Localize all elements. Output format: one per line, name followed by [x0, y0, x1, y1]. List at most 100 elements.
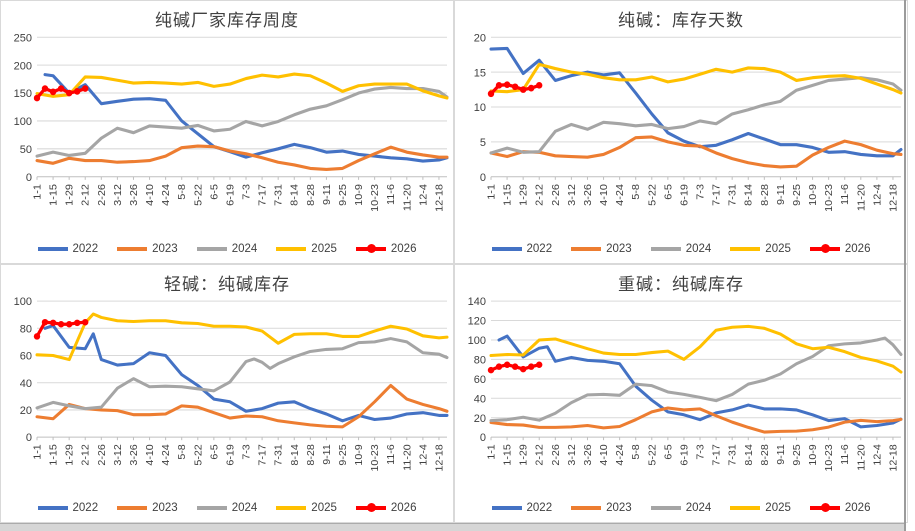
legend-item-2023: 2023 — [117, 502, 178, 514]
legend-marker-dot — [820, 503, 830, 512]
legend-label: 2023 — [152, 502, 178, 514]
legend-label: 2022 — [72, 502, 99, 514]
legend-label: 2025 — [765, 243, 791, 255]
series-line-2025 — [489, 62, 903, 95]
y-tick-label: 140 — [468, 296, 486, 308]
series-marker-2026 — [33, 333, 41, 340]
x-tick-label: 12-18 — [888, 444, 900, 471]
y-tick-label: 150 — [14, 88, 32, 100]
y-tick-label: 20 — [20, 405, 32, 417]
x-tick-label: 6-19 — [225, 444, 237, 465]
legend-label: 2022 — [526, 243, 553, 255]
legend-swatch-2025 — [276, 247, 307, 251]
x-tick-label: 5-22 — [192, 184, 204, 206]
x-tick-label: 10-9 — [353, 444, 365, 465]
legend-swatch-2024 — [196, 506, 227, 510]
x-tick-label: 11-6 — [385, 184, 397, 205]
legend-label: 2024 — [685, 502, 712, 514]
x-tick-label: 8-14 — [289, 444, 301, 465]
line-chart-factory-inventory: 0 50 100 150 200 250 1-1 1-15 1-29 2-12 2-26 3-12 3-… — [14, 32, 449, 212]
legend-label: 2024 — [231, 243, 258, 255]
chart-panel-factory-inventory: 纯碱厂家库存周度 0 50 100 150 200 250 1-1 1-15 1-29 2-12 2… — [0, 0, 454, 264]
y-tick-label: 120 — [468, 316, 486, 328]
x-tick-label: 6-19 — [225, 184, 237, 206]
legend-item-2023: 2023 — [571, 243, 632, 255]
series-line-2022 — [43, 324, 449, 423]
series-marker-2026 — [487, 366, 495, 374]
legend-item-2026: 2026 — [355, 243, 416, 255]
legend-swatch-2023 — [117, 506, 148, 510]
x-tick-label: 11-6 — [839, 444, 851, 465]
x-tick-label: 7-17 — [711, 444, 723, 465]
x-tick-label: 1-1 — [32, 184, 44, 200]
series-marker-2026 — [41, 318, 49, 326]
legend-swatch-2026 — [809, 503, 840, 512]
legend-label: 2026 — [844, 502, 871, 514]
x-tick-label: 9-11 — [321, 184, 333, 205]
legend-item-2024: 2024 — [650, 243, 711, 255]
legend-swatch-2026 — [355, 503, 386, 512]
x-tick-label: 9-25 — [337, 444, 349, 465]
series-line-2023 — [35, 144, 449, 171]
x-tick-label: 4-10 — [598, 444, 610, 465]
y-tick-label: 0 — [26, 172, 32, 184]
legend-item-2025: 2025 — [276, 502, 337, 514]
series-marker-2026 — [41, 85, 49, 92]
legend-item-2025: 2025 — [276, 243, 337, 255]
x-tick-label: 1-15 — [48, 444, 60, 465]
series-marker-2026 — [57, 85, 65, 92]
series-marker-2026 — [495, 363, 503, 370]
y-tick-label: 60 — [474, 374, 486, 386]
series-line-2022 — [43, 73, 449, 163]
series-marker-2026 — [74, 319, 81, 327]
series-line-2024 — [35, 85, 449, 158]
series-marker-2026 — [511, 363, 519, 370]
series-marker-2026 — [82, 85, 89, 92]
series-marker-2026 — [520, 365, 527, 373]
legend-marker-dot — [820, 244, 830, 253]
x-tick-label: 2-26 — [96, 184, 108, 206]
legend-label: 2022 — [72, 243, 99, 255]
legend-label: 2023 — [606, 243, 632, 255]
x-tick-label: 11-20 — [401, 444, 413, 471]
x-tick-label: 9-25 — [791, 184, 803, 206]
x-tick-label: 9-25 — [337, 184, 349, 206]
x-tick-label: 7-3 — [241, 184, 253, 200]
chart-panel-heavy-soda: 重碱：纯碱库存 0 20 40 60 80 100 120 140 1-1 1-15 1-29 2-1… — [454, 264, 908, 523]
x-tick-label: 3-26 — [582, 184, 594, 206]
series-marker-2026 — [66, 89, 73, 97]
x-tick-label: 2-12 — [534, 184, 546, 206]
x-tick-label: 6-5 — [662, 444, 674, 460]
legend-item-2023: 2023 — [117, 243, 178, 255]
x-tick-label: 6-5 — [208, 444, 220, 460]
x-tick-label: 3-26 — [128, 444, 140, 465]
x-tick-label: 2-12 — [534, 444, 546, 465]
x-tick-label: 9-11 — [321, 444, 333, 465]
legend-item-2024: 2024 — [650, 502, 712, 514]
x-tick-label: 5-22 — [192, 444, 204, 465]
legend-label: 2022 — [526, 502, 553, 514]
chart-legend: 2022 2023 2024 2025 2026 — [455, 494, 907, 522]
x-tick-label: 7-3 — [241, 444, 253, 460]
x-tick-label: 6-19 — [679, 444, 691, 465]
y-tick-label: 100 — [468, 335, 486, 347]
x-tick-label: 4-10 — [144, 184, 156, 206]
x-tick-label: 8-28 — [759, 444, 771, 465]
legend-swatch-2025 — [730, 506, 761, 510]
legend-marker-dot — [366, 244, 376, 253]
chart-title: 纯碱厂家库存周度 — [155, 11, 299, 30]
x-tick-label: 10-9 — [807, 444, 819, 465]
series-marker-2026 — [49, 319, 57, 327]
x-tick-label: 7-31 — [273, 184, 285, 206]
legend-item-2026: 2026 — [355, 502, 416, 514]
chart-panel-inventory-days: 纯碱：库存天数 0 5 10 15 20 1-1 1-15 1-29 2-12 2-26 3-12 3… — [454, 0, 908, 264]
legend-label: 2025 — [765, 502, 791, 514]
y-tick-label: 80 — [20, 323, 32, 335]
x-tick-label: 8-14 — [289, 184, 301, 206]
legend-swatch-2022 — [37, 247, 68, 251]
chart-title: 纯碱：库存天数 — [618, 11, 744, 30]
legend-item-2024: 2024 — [196, 502, 257, 514]
x-tick-label: 1-29 — [64, 444, 76, 465]
x-tick-label: 2-12 — [80, 444, 92, 465]
window-right-edge — [904, 0, 906, 531]
